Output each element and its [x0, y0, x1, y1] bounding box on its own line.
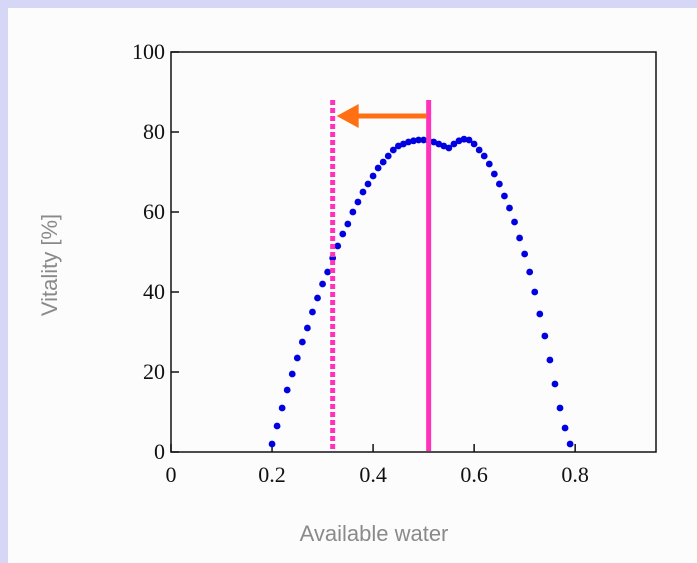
y-tick-label: 100: [132, 39, 165, 64]
y-tick-label: 40: [143, 279, 165, 304]
data-point: [384, 152, 392, 160]
shift-arrow: [336, 104, 427, 128]
data-point: [460, 135, 468, 143]
data-point: [541, 332, 549, 340]
data-point: [369, 172, 377, 180]
data-point: [319, 280, 326, 288]
data-point: [566, 440, 574, 448]
plot-area-border: [170, 51, 657, 453]
data-point: [420, 136, 428, 144]
data-point: [531, 288, 539, 296]
data-point: [485, 160, 493, 168]
data-point: [551, 380, 559, 388]
y-tick-label: 0: [154, 439, 165, 464]
data-point: [278, 404, 286, 412]
data-point: [516, 234, 523, 242]
arrow-head: [336, 104, 359, 128]
data-point: [470, 140, 478, 148]
data-point: [536, 310, 544, 318]
x-axis-label: Available water: [300, 521, 449, 546]
data-point: [293, 354, 301, 362]
y-tick-label: 60: [143, 199, 165, 224]
data-point: [379, 158, 387, 166]
data-point: [511, 218, 518, 226]
x-tick-label: 0.2: [258, 462, 286, 487]
data-point: [268, 440, 276, 448]
y-axis-label: Vitality [%]: [37, 214, 62, 316]
data-point: [334, 242, 342, 250]
data-point: [501, 192, 508, 200]
data-point: [324, 268, 332, 276]
chart-frame: [8, 8, 697, 563]
data-point: [354, 198, 362, 206]
data-point: [309, 308, 316, 316]
data-point: [475, 146, 483, 154]
data-point: [445, 144, 453, 152]
data-point: [273, 422, 281, 430]
data-point: [561, 424, 569, 432]
data-point: [415, 136, 422, 144]
vertical-lines: [330, 100, 432, 451]
data-point: [556, 404, 564, 412]
data-point: [349, 208, 357, 216]
data-point: [314, 294, 321, 302]
data-point: [374, 164, 382, 172]
data-points: [268, 135, 574, 448]
data-point: [364, 180, 372, 188]
y-tick-label: 80: [143, 119, 165, 144]
data-point: [283, 386, 291, 394]
data-point: [546, 356, 554, 364]
data-point: [298, 338, 306, 346]
data-point: [490, 170, 498, 178]
data-point: [339, 230, 347, 238]
x-tick-label: 0.8: [561, 462, 589, 487]
data-point: [288, 370, 296, 378]
data-point: [359, 188, 367, 196]
data-point: [410, 137, 417, 145]
data-point: [389, 146, 397, 154]
data-point: [304, 324, 311, 332]
data-point: [480, 152, 488, 160]
data-point: [495, 180, 503, 188]
data-point: [344, 220, 352, 228]
x-tick-label: 0.4: [359, 462, 387, 487]
data-point: [521, 250, 529, 258]
data-point: [526, 268, 534, 276]
data-point: [506, 204, 513, 212]
y-axis-ticks: 0 20 40 60 80 100: [132, 39, 179, 464]
x-tick-label: 0.6: [460, 462, 488, 487]
data-point: [465, 136, 473, 144]
x-tick-label: 0: [166, 462, 177, 487]
x-axis-ticks: 0 0.2 0.4 0.6 0.8: [166, 444, 589, 487]
data-point: [450, 140, 458, 148]
y-tick-label: 20: [143, 359, 165, 384]
